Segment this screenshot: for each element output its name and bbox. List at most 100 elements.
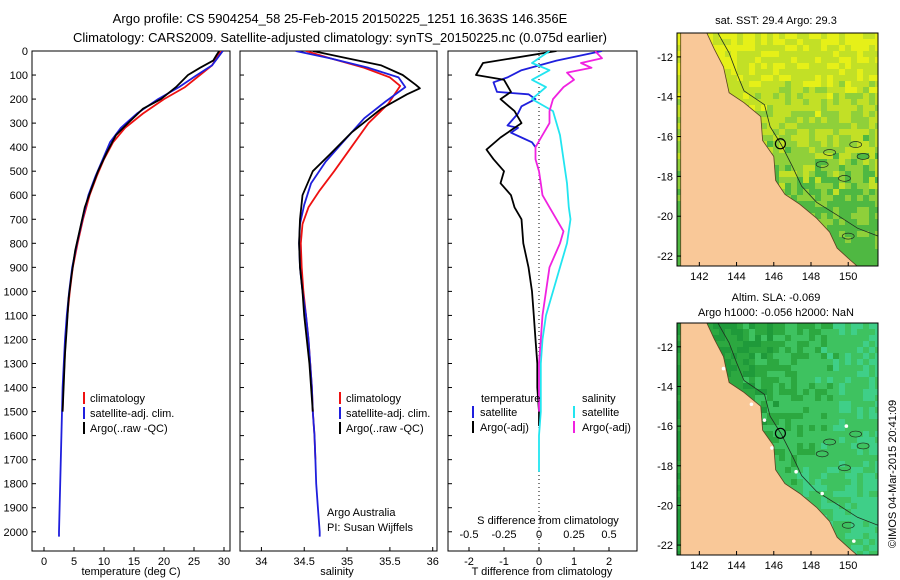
map-cell <box>821 183 827 189</box>
map-cell <box>863 527 869 533</box>
map-cell <box>845 195 851 201</box>
x-tick-label: 1 <box>571 556 577 568</box>
map-cell <box>845 353 851 359</box>
map-cell <box>761 135 767 141</box>
map-cell <box>851 407 857 413</box>
map-cell <box>785 407 791 413</box>
map-cell <box>875 545 878 551</box>
map-cell <box>869 551 875 555</box>
map-cell <box>875 261 878 266</box>
map-cell <box>773 153 779 159</box>
map-cell <box>767 87 773 93</box>
map-cell <box>791 329 797 335</box>
depth-tick-label: 1200 <box>4 334 28 346</box>
map-cell <box>875 135 878 141</box>
map-cell <box>803 147 809 153</box>
map-cell <box>875 123 878 129</box>
map-cell <box>791 419 797 425</box>
map-cell <box>869 99 875 105</box>
map-cell <box>677 491 683 497</box>
map-cell <box>821 207 827 213</box>
depth-tick-label: 400 <box>10 142 28 154</box>
map-cell <box>767 99 773 105</box>
lat-tick-label: -20 <box>657 500 673 512</box>
map-cell <box>797 443 803 449</box>
depth-contour <box>717 33 878 237</box>
map-cell <box>839 117 845 123</box>
map-cell <box>845 225 851 231</box>
map-cell <box>809 147 815 153</box>
map-cell <box>755 87 761 93</box>
map-cell <box>809 33 815 39</box>
map-cell <box>725 39 731 45</box>
map-cell <box>845 329 851 335</box>
map-cell <box>737 353 743 359</box>
temperature-legend: climatology satellite-adj. clim. Argo(..… <box>83 392 174 435</box>
map-cell <box>767 323 773 329</box>
map-cell <box>845 419 851 425</box>
map-cell <box>713 335 719 341</box>
map-cell <box>845 165 851 171</box>
map-cell <box>821 485 827 491</box>
map-cell <box>791 153 797 159</box>
map-cell <box>875 371 878 377</box>
map-cell <box>785 189 791 195</box>
map-cell <box>719 33 725 39</box>
map-cell <box>761 323 767 329</box>
map-cell <box>857 261 863 266</box>
map-cell <box>845 105 851 111</box>
map-cell <box>833 467 839 473</box>
map-cell <box>869 201 875 207</box>
map-cell <box>827 503 833 509</box>
x-tick-label: 34.5 <box>294 556 315 568</box>
map-cell <box>833 449 839 455</box>
lat-tick-label: -18 <box>657 461 673 473</box>
depth-tick-label: 600 <box>10 190 28 202</box>
map-cell <box>845 377 851 383</box>
map-cell <box>725 69 731 75</box>
map-cell <box>731 87 737 93</box>
map-cell <box>851 323 857 329</box>
map-cell <box>863 249 869 255</box>
map-cell <box>857 401 863 407</box>
map-cell <box>869 395 875 401</box>
map-cell <box>809 129 815 135</box>
map-cell <box>803 165 809 171</box>
map-cell <box>785 455 791 461</box>
map-cell <box>785 153 791 159</box>
map-cell <box>821 117 827 123</box>
map-cell <box>839 449 845 455</box>
map-cell <box>779 45 785 51</box>
map-cell <box>827 467 833 473</box>
reef-outline <box>856 442 870 450</box>
map-cell <box>875 249 878 255</box>
map-cell <box>845 515 851 521</box>
map-cell <box>815 497 821 503</box>
lat-tick-label: -22 <box>657 251 673 263</box>
series-group <box>58 51 224 537</box>
map-cell <box>797 377 803 383</box>
map-cell <box>845 201 851 207</box>
map-cell <box>827 485 833 491</box>
map-cell <box>851 533 857 539</box>
map-cell <box>851 467 857 473</box>
map-cell <box>857 129 863 135</box>
credit-line2: PI: Susan Wijffels <box>327 522 413 534</box>
map-cell <box>863 45 869 51</box>
map-cell <box>863 231 869 237</box>
map-cell <box>797 335 803 341</box>
map-cell <box>869 389 875 395</box>
map-cell <box>821 413 827 419</box>
map-cell <box>827 213 833 219</box>
map-cell <box>845 413 851 419</box>
map-cell <box>833 371 839 377</box>
map-cell <box>863 503 869 509</box>
map-cell <box>845 111 851 117</box>
sla-dot <box>770 446 774 450</box>
map-cell <box>803 371 809 377</box>
map-cell <box>743 335 749 341</box>
map-cell <box>779 419 785 425</box>
map-cell <box>809 141 815 147</box>
depth-tick-label: 500 <box>10 166 28 178</box>
map-cell <box>773 69 779 75</box>
